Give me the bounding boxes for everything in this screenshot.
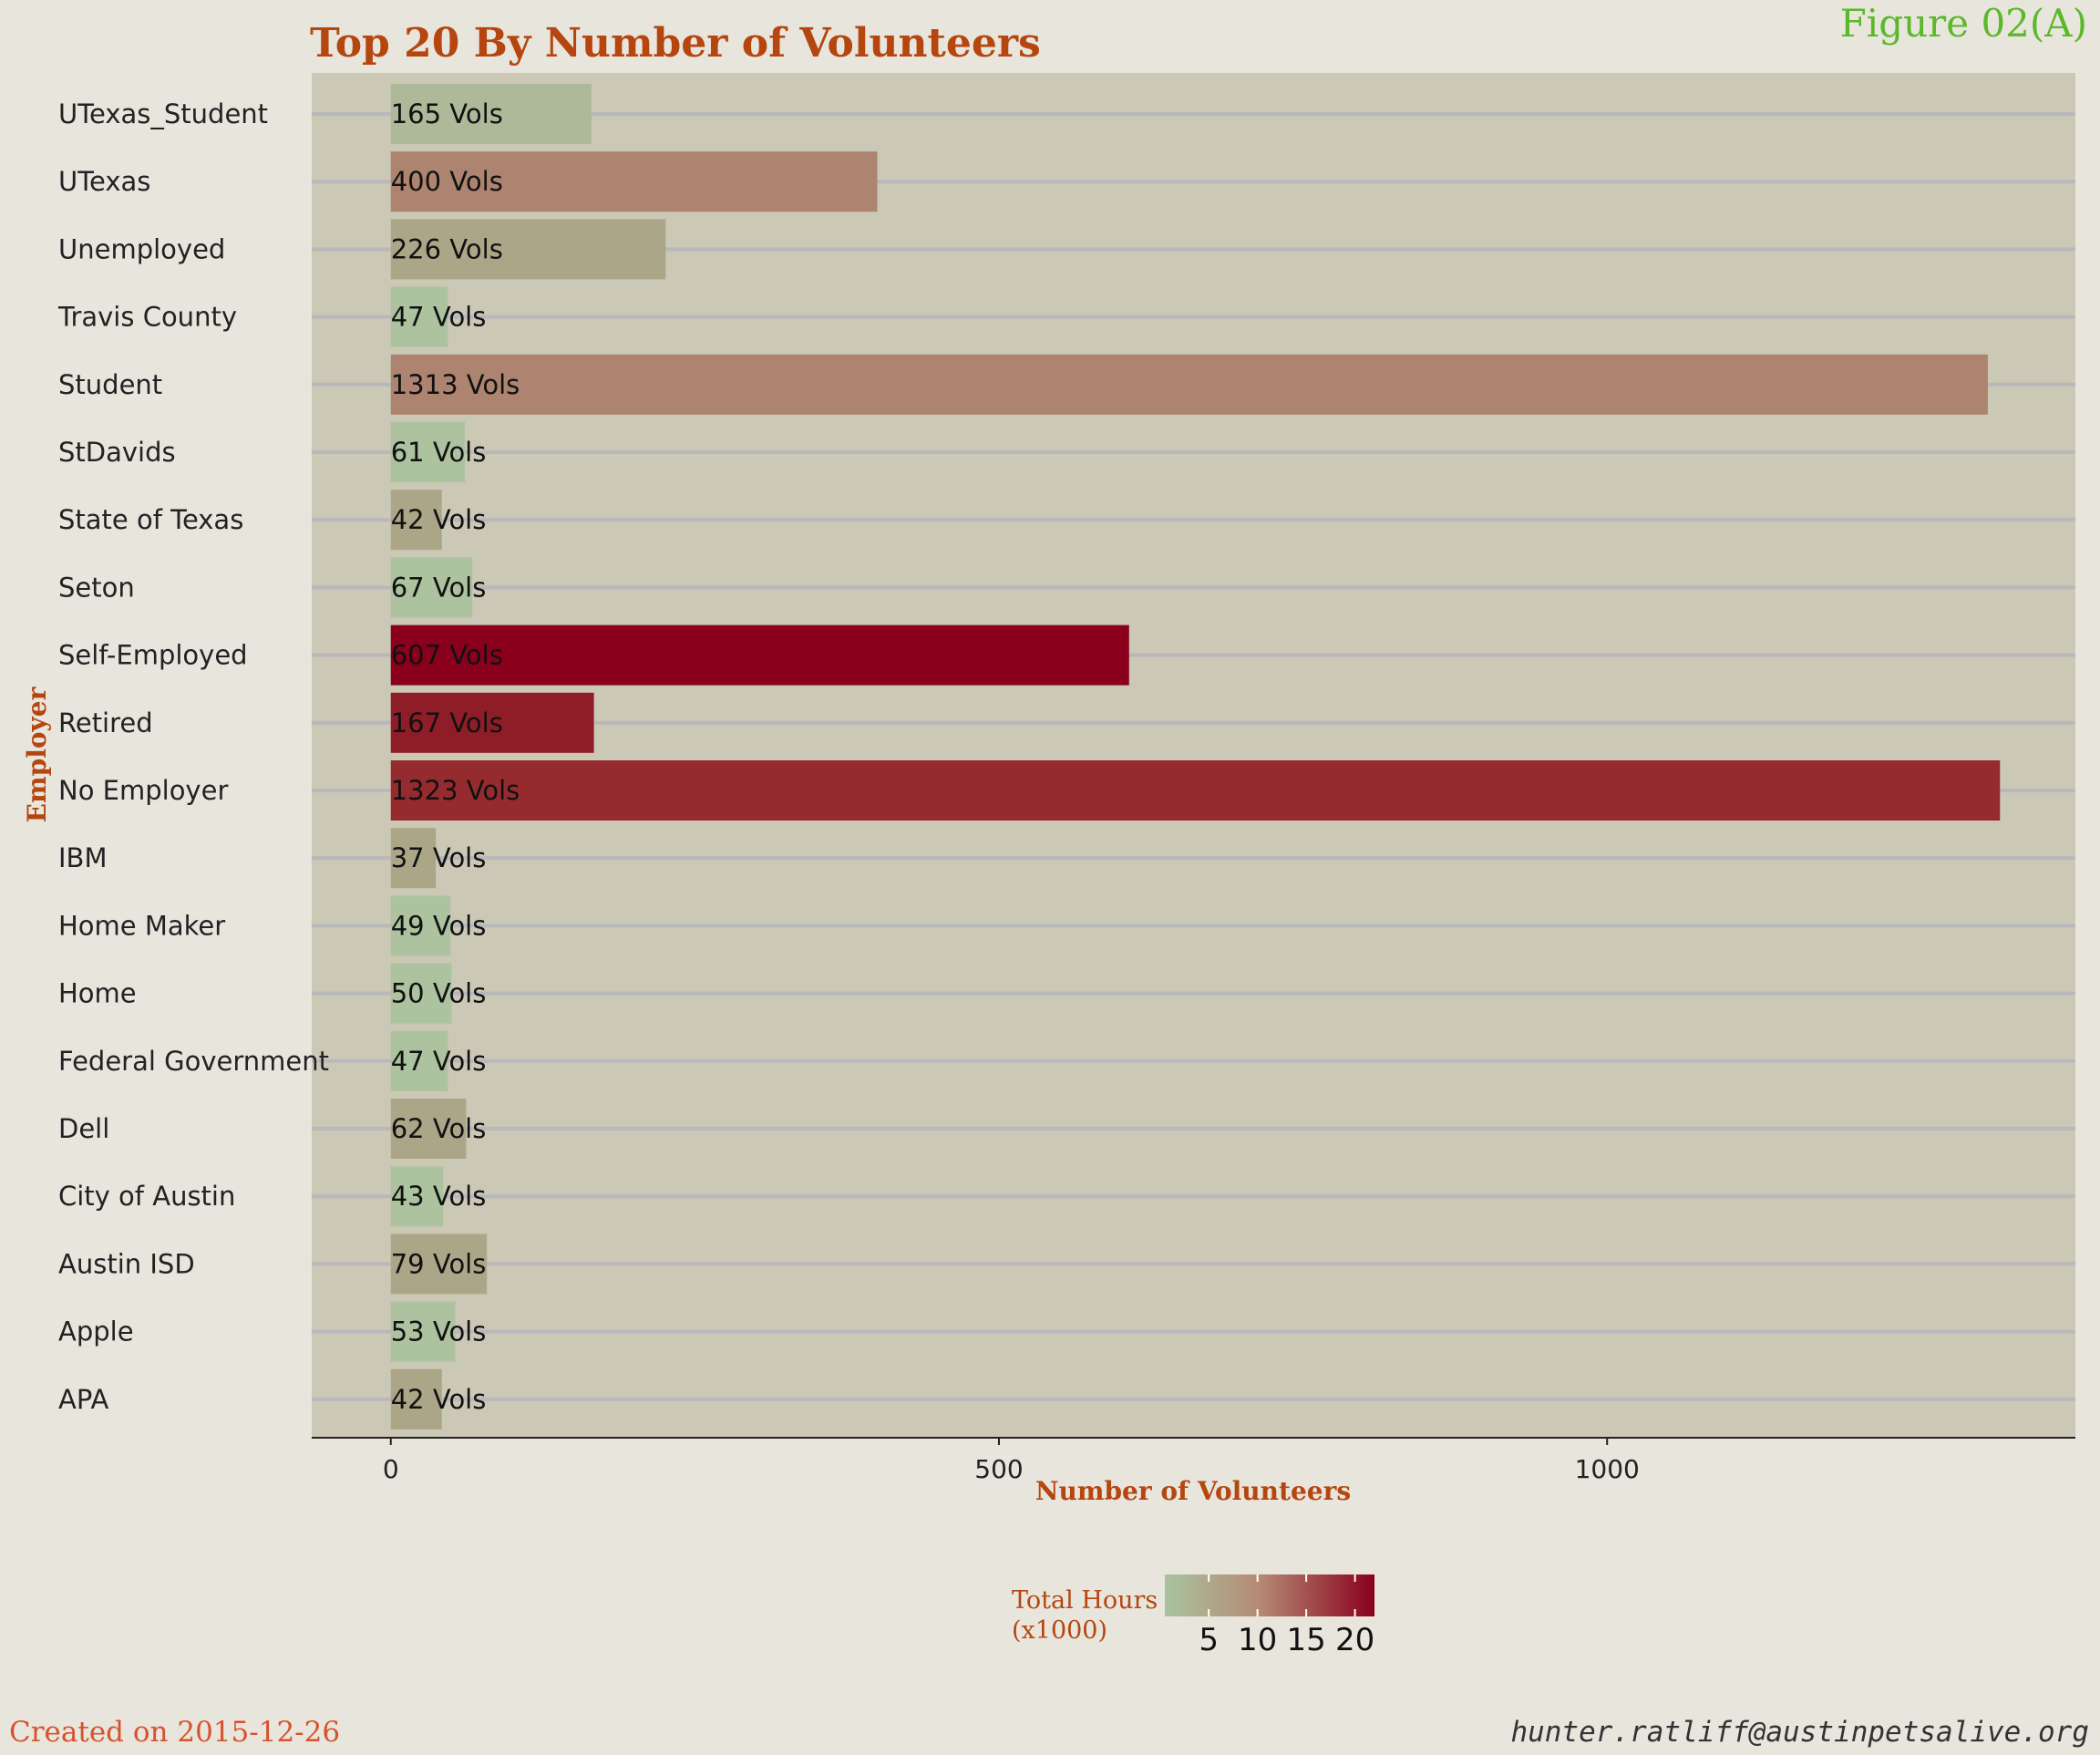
created-date: Created on 2015-12-26	[9, 1716, 340, 1749]
bar	[390, 828, 437, 889]
bar-label: 79 Vols	[391, 1248, 487, 1279]
color-legend: Total Hours (x1000) 5 10 15 20	[1012, 1574, 1374, 1658]
bar	[390, 1368, 442, 1430]
category-label: No Employer	[58, 775, 228, 806]
bar	[390, 1099, 467, 1159]
category-label: Apple	[58, 1316, 134, 1347]
category-label: Home	[58, 978, 137, 1009]
bar-label: 1313 Vols	[391, 369, 520, 400]
category-label: Dell	[58, 1113, 109, 1144]
bar	[390, 895, 451, 956]
bar	[390, 1166, 444, 1227]
y-axis-title: Employer	[22, 686, 52, 822]
bar-label: 42 Vols	[391, 1384, 487, 1415]
bar	[390, 422, 466, 482]
category-label: Retired	[58, 707, 153, 738]
bar-label: 62 Vols	[391, 1113, 487, 1144]
legend-tick-label: 15	[1286, 1622, 1325, 1658]
category-label: Student	[58, 369, 162, 400]
category-labels: UTexas_Student UTexas Unemployed Travis Cou…	[57, 98, 329, 1415]
bar-label: 1323 Vols	[391, 775, 520, 806]
category-label: State of Texas	[58, 504, 243, 535]
bar	[390, 1234, 488, 1295]
bar-label: 42 Vols	[391, 504, 487, 535]
category-label: UTexas_Student	[58, 98, 268, 129]
x-axis-title: Number of Volunteers	[1035, 1476, 1351, 1506]
x-tick-label: 0	[383, 1454, 399, 1484]
bar	[390, 490, 442, 551]
bar-label: 50 Vols	[391, 978, 487, 1009]
bar-label: 165 Vols	[391, 98, 503, 129]
bar-label: 607 Vols	[391, 640, 503, 671]
bar-label: 47 Vols	[391, 1046, 487, 1077]
bar	[390, 557, 473, 618]
bar	[390, 625, 1129, 686]
x-axis-ticks: 0 500 1000	[383, 1438, 1640, 1484]
bar	[390, 219, 666, 280]
category-label: StDavids	[58, 437, 176, 468]
legend-ticks: 5 10 15 20	[1199, 1574, 1374, 1658]
bar	[390, 151, 878, 212]
plot-panel	[312, 73, 2075, 1438]
bar	[390, 286, 448, 347]
chart-title: Top 20 By Number of Volunteers	[310, 20, 1041, 67]
bar-labels: 165 Vols 400 Vols 226 Vols 47 Vols 1313 Vols…	[391, 98, 520, 1415]
bar-label: 47 Vols	[391, 302, 487, 333]
category-label: UTexas	[58, 166, 150, 197]
legend-colorbar	[1165, 1574, 1374, 1616]
category-label: Home Maker	[58, 910, 225, 941]
x-tick-label: 500	[974, 1454, 1023, 1484]
bar-label: 49 Vols	[391, 910, 487, 941]
legend-tick-label: 5	[1199, 1622, 1219, 1658]
bar-label: 37 Vols	[391, 842, 487, 873]
legend-title-line2: (x1000)	[1012, 1616, 1107, 1645]
bar	[390, 1030, 448, 1091]
bar-label: 167 Vols	[391, 707, 503, 738]
category-label: Self-Employed	[58, 640, 248, 671]
bar-label: 43 Vols	[391, 1181, 487, 1212]
bar	[390, 692, 594, 753]
bars	[390, 84, 2001, 1430]
author-email: hunter.ratliff@austinpetsalive.org	[1510, 1716, 2089, 1749]
legend-title-line1: Total Hours	[1012, 1586, 1158, 1615]
category-label: APA	[58, 1384, 108, 1415]
category-label: Seton	[58, 572, 135, 603]
legend-tick-label: 10	[1238, 1622, 1277, 1658]
figure-label: Figure 02(A)	[1840, 1, 2087, 46]
bar-label: 400 Vols	[391, 166, 503, 197]
category-label: Travis County	[57, 302, 237, 333]
bar	[390, 963, 452, 1024]
category-label: City of Austin	[58, 1181, 235, 1212]
bar-label: 226 Vols	[391, 233, 503, 264]
bar-label: 67 Vols	[391, 572, 487, 603]
bar-label: 53 Vols	[391, 1316, 487, 1347]
bar	[390, 84, 592, 144]
bar	[390, 354, 1988, 415]
bar	[390, 1301, 456, 1362]
category-label: Unemployed	[58, 233, 225, 264]
legend-tick-label: 20	[1335, 1622, 1374, 1658]
x-tick-label: 1000	[1575, 1454, 1640, 1484]
bar	[390, 760, 2001, 821]
bar-label: 61 Vols	[391, 437, 487, 468]
category-label: IBM	[58, 842, 107, 873]
category-label: Austin ISD	[58, 1248, 195, 1279]
category-label: Federal Government	[58, 1046, 329, 1077]
